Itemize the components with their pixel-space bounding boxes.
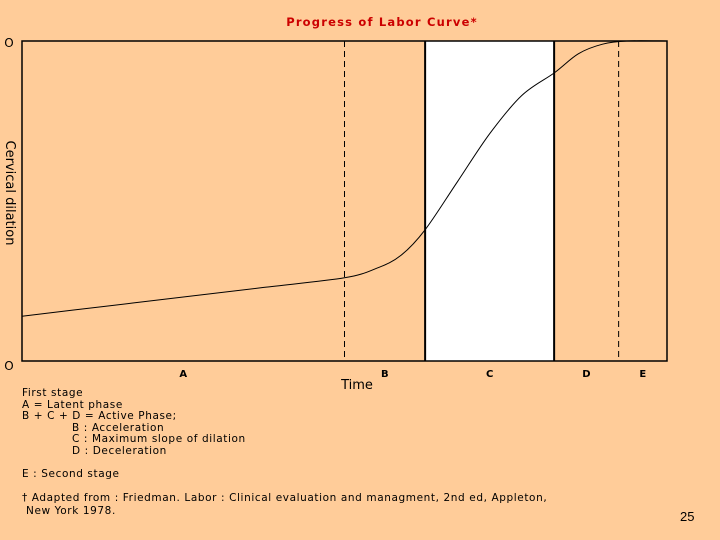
note-second-stage: E : Second stage <box>22 468 120 481</box>
footnote-line-1: † Adapted from : Friedman. Labor : Clini… <box>22 492 548 504</box>
note-max-slope: C : Maximum slope of dilation <box>72 433 246 446</box>
footnote-line-2: New York 1978. <box>26 504 116 517</box>
y-tick-top: O <box>4 36 13 50</box>
note-acceleration: B : Acceleration <box>72 421 165 434</box>
y-axis-label: Cervical dilation <box>2 141 17 246</box>
x-axis-label: Time <box>340 378 373 393</box>
y-tick-bottom: O <box>4 359 13 373</box>
note-deceleration: D : Deceleration <box>72 444 167 457</box>
note-active-phase: B + C + D = Active Phase; <box>22 410 177 423</box>
phase-label-c: C <box>486 369 493 380</box>
note-first-stage: First stage <box>22 387 84 399</box>
phase-label-e: E <box>639 369 646 380</box>
phase-label-d: D <box>582 369 590 380</box>
footnote: † Adapted from : Friedman. Labor : Clini… <box>22 492 547 517</box>
phase-c-highlight <box>425 41 555 361</box>
legend-notes: First stage A = Latent phase B + C + D =… <box>22 387 246 481</box>
chart-title: Progress of Labor Curve* <box>286 15 478 29</box>
note-latent-phase: A = Latent phase <box>22 398 123 411</box>
phase-label-b: B <box>381 369 389 380</box>
dilation-curve <box>21 40 668 317</box>
slide-number: 25 <box>680 509 695 524</box>
phase-label-a: A <box>179 369 187 380</box>
